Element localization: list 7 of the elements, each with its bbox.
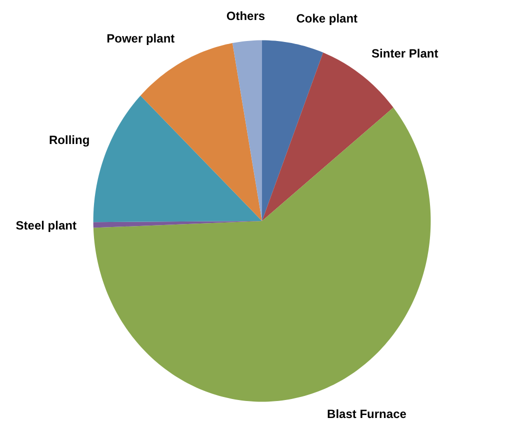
slice-label: Steel plant (16, 218, 76, 232)
slice-label: Sinter Plant (372, 46, 438, 61)
slice-label: Others (226, 8, 266, 23)
slice-label: Power plant (106, 32, 175, 46)
slice-label: Rolling (49, 133, 90, 148)
slice-label: Coke plant (296, 12, 358, 26)
slice-label: Blast Furnace (327, 407, 407, 422)
